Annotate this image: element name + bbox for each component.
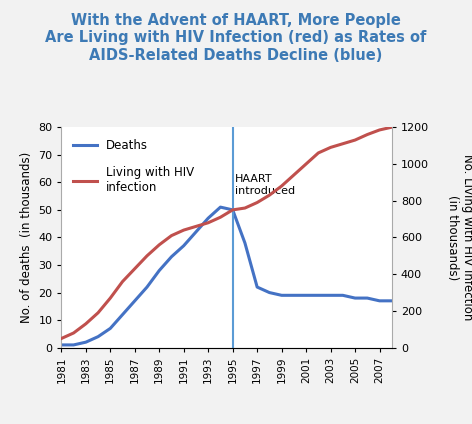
Legend: Deaths, Living with HIV
infection: Deaths, Living with HIV infection [67, 133, 200, 200]
Text: With the Advent of HAART, More People
Are Living with HIV Infection (red) as Rat: With the Advent of HAART, More People Ar… [45, 13, 427, 62]
Text: HAART
introduced: HAART introduced [235, 174, 295, 195]
Y-axis label: No. Living with HIV infection
(in thousands): No. Living with HIV infection (in thousa… [446, 154, 472, 321]
Y-axis label: No. of deaths  (in thousands): No. of deaths (in thousands) [20, 152, 33, 323]
